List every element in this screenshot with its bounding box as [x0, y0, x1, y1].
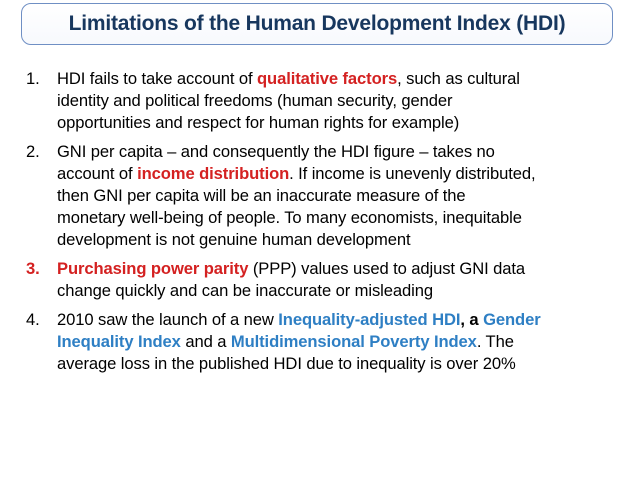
item-line: Inequality Index and a Multidimensional …: [57, 331, 626, 353]
highlight-inequality-index: Inequality Index: [57, 332, 181, 351]
highlight-qualitative-factors: qualitative factors: [257, 69, 398, 88]
item-text: 2010 saw the launch of a new: [57, 310, 279, 329]
slide-title: Limitations of the Human Development Ind…: [68, 12, 566, 35]
highlight-income-distribution: income distribution: [137, 164, 290, 183]
item-line: HDI fails to take account of qualitative…: [57, 68, 626, 90]
item-line: 2010 saw the launch of a new Inequality-…: [57, 309, 626, 331]
list-item: 3. Purchasing power parity (PPP) values …: [26, 258, 626, 302]
highlight-purchasing-power-parity: Purchasing power parity: [57, 259, 249, 278]
item-line: Purchasing power parity (PPP) values use…: [57, 258, 626, 280]
highlight-gender: Gender: [483, 310, 541, 329]
list-item: 1. HDI fails to take account of qualitat…: [26, 68, 626, 134]
item-text: . The: [476, 332, 514, 351]
item-text: account of: [57, 164, 138, 183]
item-line: GNI per capita – and consequently the HD…: [57, 142, 495, 161]
item-line: average loss in the published HDI due to…: [57, 354, 516, 373]
title-box: Limitations of the Human Development Ind…: [21, 3, 613, 45]
item-number: 4.: [26, 310, 40, 329]
item-line: development is not genuine human develop…: [57, 230, 411, 249]
item-text: and a: [180, 332, 231, 351]
item-number: 2.: [26, 142, 40, 161]
item-number: 1.: [26, 69, 40, 88]
item-line: monetary well-being of people. To many e…: [57, 208, 522, 227]
item-text: , such as cultural: [397, 69, 520, 88]
item-line: change quickly and can be inaccurate or …: [57, 281, 433, 300]
item-line: then GNI per capita will be an inaccurat…: [57, 186, 466, 205]
item-text: , a: [460, 310, 484, 329]
limitations-list: 1. HDI fails to take account of qualitat…: [26, 68, 626, 382]
list-item: 4. 2010 saw the launch of a new Inequali…: [26, 309, 626, 375]
item-text: . If income is unevenly distributed,: [289, 164, 536, 183]
item-line: account of income distribution. If incom…: [57, 163, 626, 185]
item-line: identity and political freedoms (human s…: [57, 91, 453, 110]
item-text: HDI fails to take account of: [57, 69, 258, 88]
item-line: opportunities and respect for human righ…: [57, 113, 460, 132]
highlight-multidimensional-poverty-index: Multidimensional Poverty Index: [230, 332, 477, 351]
list-item: 2. GNI per capita – and consequently the…: [26, 141, 626, 251]
highlight-inequality-adjusted-hdi: Inequality-adjusted HDI: [278, 310, 461, 329]
item-number: 3.: [26, 259, 40, 278]
item-text: (PPP) values used to adjust GNI data: [248, 259, 526, 278]
